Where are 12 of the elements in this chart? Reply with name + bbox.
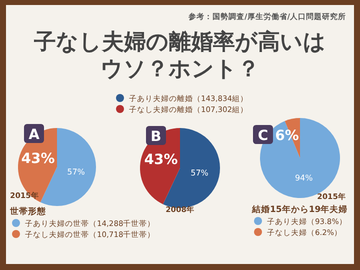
data-label: 94% bbox=[294, 174, 314, 183]
text: 子なし夫婦の離婚率が高いは bbox=[33, 29, 326, 55]
legend-title: 結婚15年から19年夫婦 bbox=[251, 204, 348, 215]
data-label: 43% bbox=[144, 152, 178, 168]
data-label: 43% bbox=[21, 151, 55, 167]
text: ウソ？ホント？ bbox=[100, 57, 260, 82]
chart-title: A bbox=[28, 127, 40, 143]
text: C bbox=[258, 128, 268, 144]
text: B bbox=[150, 129, 162, 145]
data-label: 57% bbox=[67, 167, 86, 176]
legend-title: 世帯形態 bbox=[9, 206, 47, 217]
data-label: 57% bbox=[190, 168, 209, 178]
